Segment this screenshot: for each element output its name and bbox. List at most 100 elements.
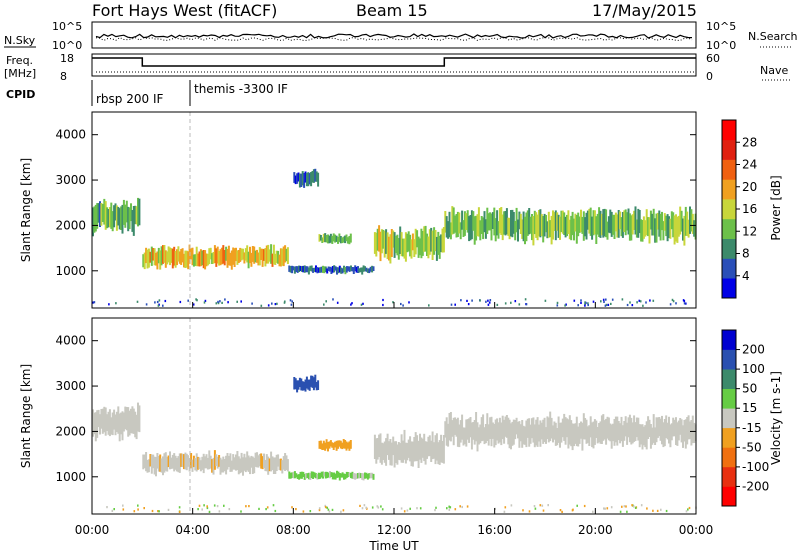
scatter-cell bbox=[649, 210, 652, 230]
colorbar-tick-label: 28 bbox=[742, 135, 757, 149]
colorbar-swatch bbox=[722, 159, 736, 180]
ground-scatter-dot bbox=[157, 304, 160, 307]
scatter-cell bbox=[278, 458, 281, 471]
scatter-cell bbox=[662, 422, 665, 448]
scatter-cell bbox=[296, 474, 299, 479]
scatter-cell bbox=[163, 245, 166, 263]
scatter-cell bbox=[510, 210, 512, 237]
scatter-cell bbox=[519, 213, 522, 234]
scatter-cell bbox=[647, 416, 650, 439]
scatter-cell bbox=[232, 454, 235, 470]
scatter-cell bbox=[570, 420, 573, 447]
scatter-cell bbox=[404, 232, 407, 262]
ground-scatter-dot bbox=[611, 298, 614, 301]
scatter-cell bbox=[564, 417, 567, 445]
scatter-cell bbox=[645, 421, 648, 450]
nsky-frame bbox=[91, 21, 697, 49]
ground-scatter-dot bbox=[610, 302, 612, 305]
scatter-cell bbox=[174, 251, 177, 268]
scatter-cell bbox=[366, 268, 369, 273]
scatter-cell bbox=[526, 210, 529, 236]
scatter-cell bbox=[142, 254, 145, 268]
scatter-cell bbox=[307, 379, 310, 390]
colorbar-tick-label: 15 bbox=[742, 401, 757, 415]
ground-scatter-dot bbox=[267, 304, 270, 307]
scatter-cell bbox=[322, 265, 324, 273]
scatter-cell bbox=[263, 249, 265, 261]
scatter-cell bbox=[449, 222, 452, 240]
ground-scatter-dot bbox=[145, 303, 148, 306]
velocity-ylabel: Slant Range [km] bbox=[19, 364, 33, 468]
colorbar-tick-label: 8 bbox=[742, 247, 750, 261]
scatter-cell bbox=[309, 265, 312, 271]
scatter-cell bbox=[300, 471, 303, 479]
scatter-cell bbox=[393, 232, 396, 258]
ground-scatter-dot bbox=[392, 301, 394, 304]
scatter-cell bbox=[602, 414, 605, 441]
scatter-cell bbox=[691, 415, 694, 444]
scatter-cell bbox=[486, 207, 489, 234]
scatter-cell bbox=[341, 237, 344, 244]
scatter-cell bbox=[557, 416, 560, 443]
xaxis-label: Time UT bbox=[368, 539, 419, 553]
scatter-cell bbox=[427, 236, 430, 259]
ground-scatter-dot bbox=[461, 505, 463, 509]
scatter-cell bbox=[307, 172, 310, 187]
scatter-cell bbox=[137, 402, 139, 432]
scatter-cell bbox=[610, 211, 613, 237]
scatter-cell bbox=[297, 380, 300, 390]
scatter-cell bbox=[317, 172, 320, 187]
scatter-cell bbox=[574, 213, 577, 232]
scatter-cell bbox=[106, 414, 109, 431]
power-colorbar-ticks: 28 24 20 16 12 8 4 bbox=[736, 135, 757, 283]
scatter-cell bbox=[585, 212, 588, 240]
scatter-cell bbox=[686, 417, 689, 445]
ground-scatter-dot bbox=[688, 506, 691, 510]
scatter-cell bbox=[500, 207, 503, 235]
scatter-cell bbox=[195, 246, 198, 267]
scatter-cell bbox=[339, 236, 342, 244]
freq-label: Freq. bbox=[6, 54, 33, 67]
scatter-cell bbox=[647, 217, 650, 237]
scatter-cell bbox=[335, 440, 338, 451]
scatter-cell bbox=[332, 233, 335, 242]
scatter-cell bbox=[637, 208, 640, 238]
scatter-cell bbox=[484, 424, 487, 444]
scatter-cell bbox=[469, 215, 472, 241]
scatter-cell bbox=[304, 171, 307, 183]
ground-scatter-dot bbox=[652, 509, 654, 512]
scatter-cell bbox=[312, 169, 315, 183]
scatter-cell bbox=[658, 210, 661, 237]
scatter-cell bbox=[319, 235, 322, 241]
scatter-cell bbox=[663, 419, 666, 447]
scatter-cell bbox=[648, 419, 651, 437]
ground-scatter-dot bbox=[137, 508, 139, 511]
scatter-cell bbox=[308, 173, 311, 185]
scatter-cell bbox=[93, 412, 96, 435]
scatter-cell bbox=[334, 473, 337, 480]
scatter-cell bbox=[297, 172, 300, 182]
ground-scatter-dot bbox=[219, 300, 221, 303]
scatter-cell bbox=[253, 246, 256, 264]
scatter-cell bbox=[124, 204, 127, 228]
scatter-cell bbox=[389, 439, 392, 466]
scatter-cell bbox=[575, 215, 578, 244]
scatter-cell bbox=[348, 266, 351, 272]
scatter-cell bbox=[682, 425, 684, 448]
scatter-cell bbox=[194, 254, 197, 266]
ground-scatter-dot bbox=[221, 301, 223, 304]
scatter-cell bbox=[553, 212, 556, 231]
ground-scatter-dot bbox=[638, 299, 641, 302]
scatter-cell bbox=[130, 203, 132, 222]
scatter-cell bbox=[462, 427, 465, 446]
scatter-cell bbox=[397, 238, 400, 260]
freq-line bbox=[92, 57, 696, 67]
ground-scatter-dot bbox=[561, 510, 563, 513]
scatter-cell bbox=[666, 214, 669, 242]
colorbar-swatch bbox=[722, 120, 736, 141]
scatter-cell bbox=[192, 455, 195, 468]
scatter-cell bbox=[281, 248, 284, 266]
scatter-cell bbox=[580, 209, 582, 233]
scatter-cell bbox=[167, 455, 170, 468]
xtick-label: 00:00 bbox=[679, 523, 714, 537]
